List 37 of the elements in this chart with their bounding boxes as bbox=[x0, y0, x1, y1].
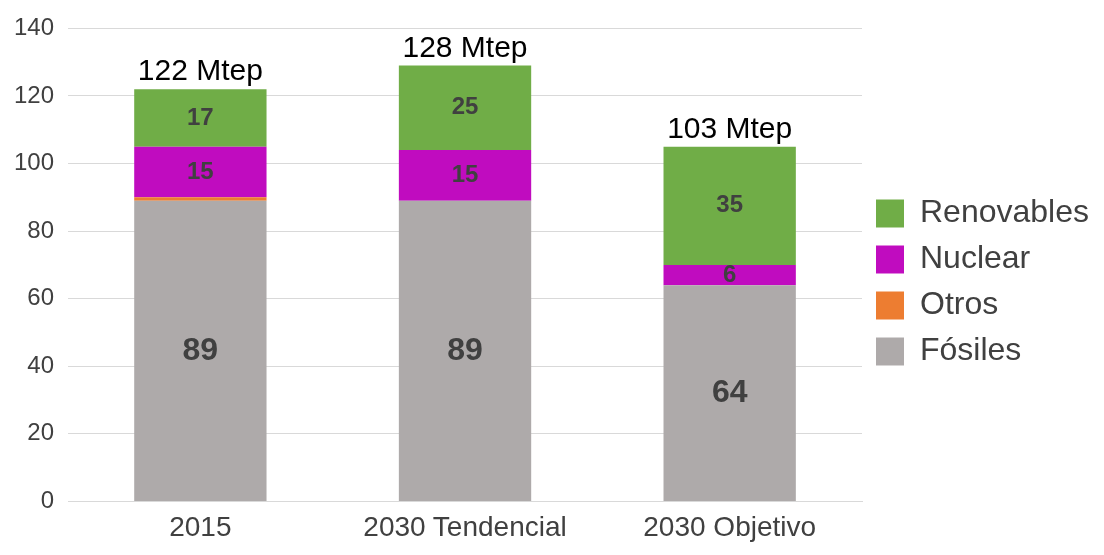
data-label: 89 bbox=[182, 330, 219, 367]
legend-label: Nuclear bbox=[920, 239, 1031, 276]
bar bbox=[663, 146, 796, 265]
data-label: 35 bbox=[716, 190, 744, 218]
y-tick-label: 80 bbox=[27, 215, 55, 243]
bar bbox=[134, 197, 267, 201]
y-tick-label: 100 bbox=[14, 148, 55, 176]
data-label: 6 bbox=[722, 259, 737, 287]
bar bbox=[398, 150, 532, 201]
bar bbox=[134, 89, 267, 147]
data-label: 17 bbox=[187, 102, 214, 130]
y-tick-label: 140 bbox=[14, 13, 55, 41]
bar bbox=[398, 200, 532, 501]
data-label: 15 bbox=[451, 159, 479, 187]
data-label: 64 bbox=[711, 372, 748, 409]
bar bbox=[134, 200, 267, 501]
legend-label: Otros bbox=[920, 285, 999, 322]
bar bbox=[398, 65, 532, 151]
data-label: 89 bbox=[447, 330, 483, 367]
total-label: 103 Mtep bbox=[667, 110, 793, 144]
bar bbox=[663, 285, 796, 501]
bar bbox=[663, 264, 796, 286]
x-tick-label: 2015 bbox=[169, 510, 232, 542]
y-tick-label: 60 bbox=[27, 283, 55, 311]
y-tick-label: 40 bbox=[27, 350, 55, 378]
x-tick-label: 2030 Tendencial bbox=[363, 510, 567, 542]
data-label: 15 bbox=[187, 156, 214, 184]
legend-label: Renovables bbox=[920, 193, 1089, 230]
y-tick-label: 20 bbox=[27, 418, 55, 446]
x-tick-label: 2030 Objetivo bbox=[643, 510, 817, 542]
y-tick-label: 0 bbox=[40, 486, 55, 514]
legend-label: Fósiles bbox=[920, 331, 1022, 368]
total-label: 128 Mtep bbox=[402, 29, 528, 63]
bar bbox=[134, 146, 267, 198]
y-tick-label: 120 bbox=[14, 80, 55, 108]
data-label: 25 bbox=[451, 92, 479, 120]
total-label: 122 Mtep bbox=[137, 53, 263, 87]
